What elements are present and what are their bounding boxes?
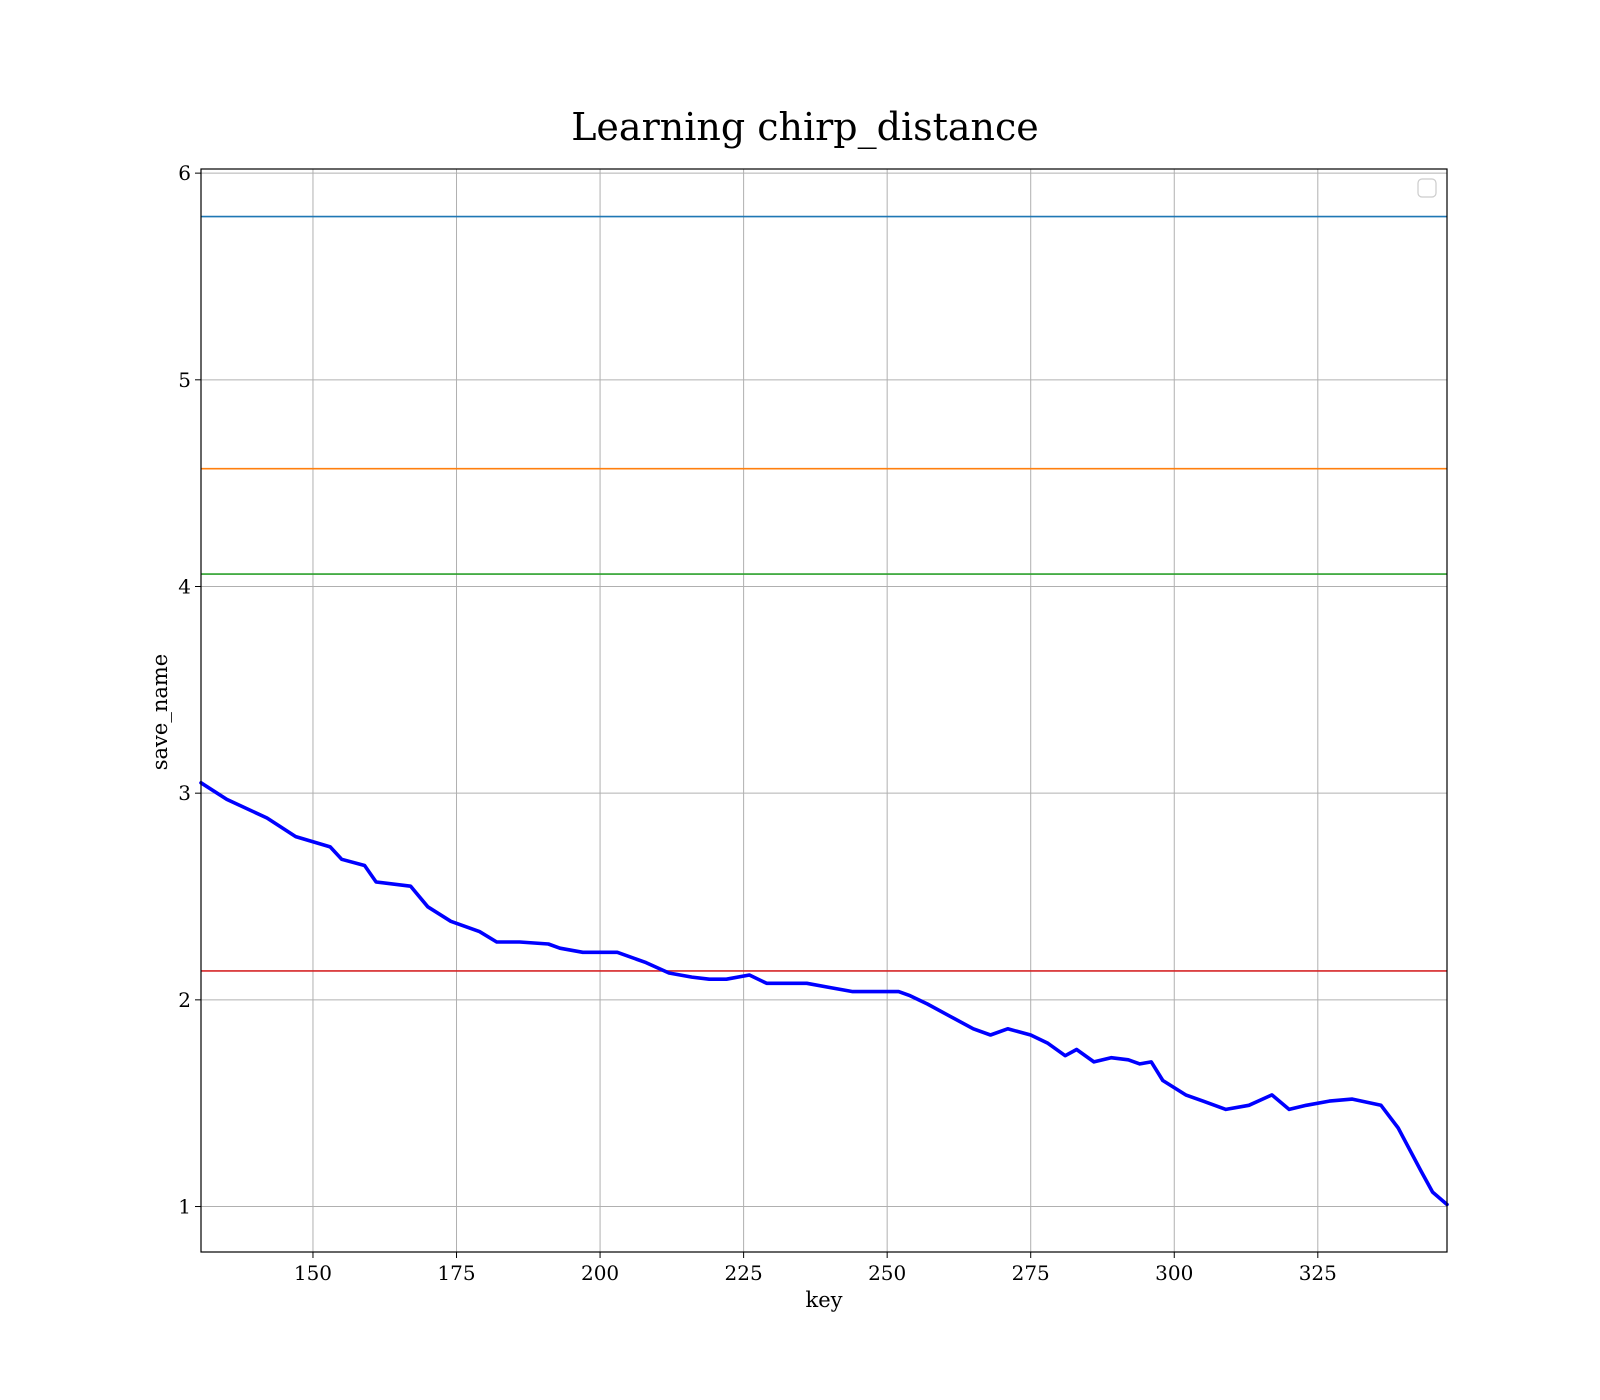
- ticks: 150 175 200 225 250 275 300 325 1 2 3 4 5 6: [178, 161, 1337, 1285]
- chart-title: Learning chirp_distance: [571, 105, 1039, 150]
- x-axis-label: key: [805, 1288, 842, 1312]
- reference-lines: [201, 215, 1447, 972]
- x-tick-label: 275: [1012, 1261, 1050, 1285]
- y-tick-label: 2: [178, 988, 191, 1012]
- x-tick-label: 225: [725, 1261, 763, 1285]
- x-tick-label: 175: [437, 1261, 475, 1285]
- y-tick-label: 3: [178, 781, 191, 805]
- y-tick-label: 1: [178, 1195, 191, 1219]
- plot-frame: [200, 168, 1448, 1253]
- y-tick-label: 5: [178, 368, 191, 392]
- x-tick-label: 200: [581, 1261, 619, 1285]
- series-line: [199, 780, 1449, 1207]
- x-tick-label: 325: [1299, 1261, 1337, 1285]
- x-tick-label: 150: [294, 1261, 332, 1285]
- x-tick-label: 300: [1155, 1261, 1193, 1285]
- x-tick-label: 250: [868, 1261, 906, 1285]
- grid: [201, 169, 1447, 1252]
- y-tick-label: 4: [178, 574, 191, 598]
- legend-box: [1417, 178, 1437, 198]
- series-lines: [199, 780, 1449, 1207]
- y-tick-label: 6: [178, 161, 191, 185]
- y-axis-label: save_name: [148, 654, 172, 770]
